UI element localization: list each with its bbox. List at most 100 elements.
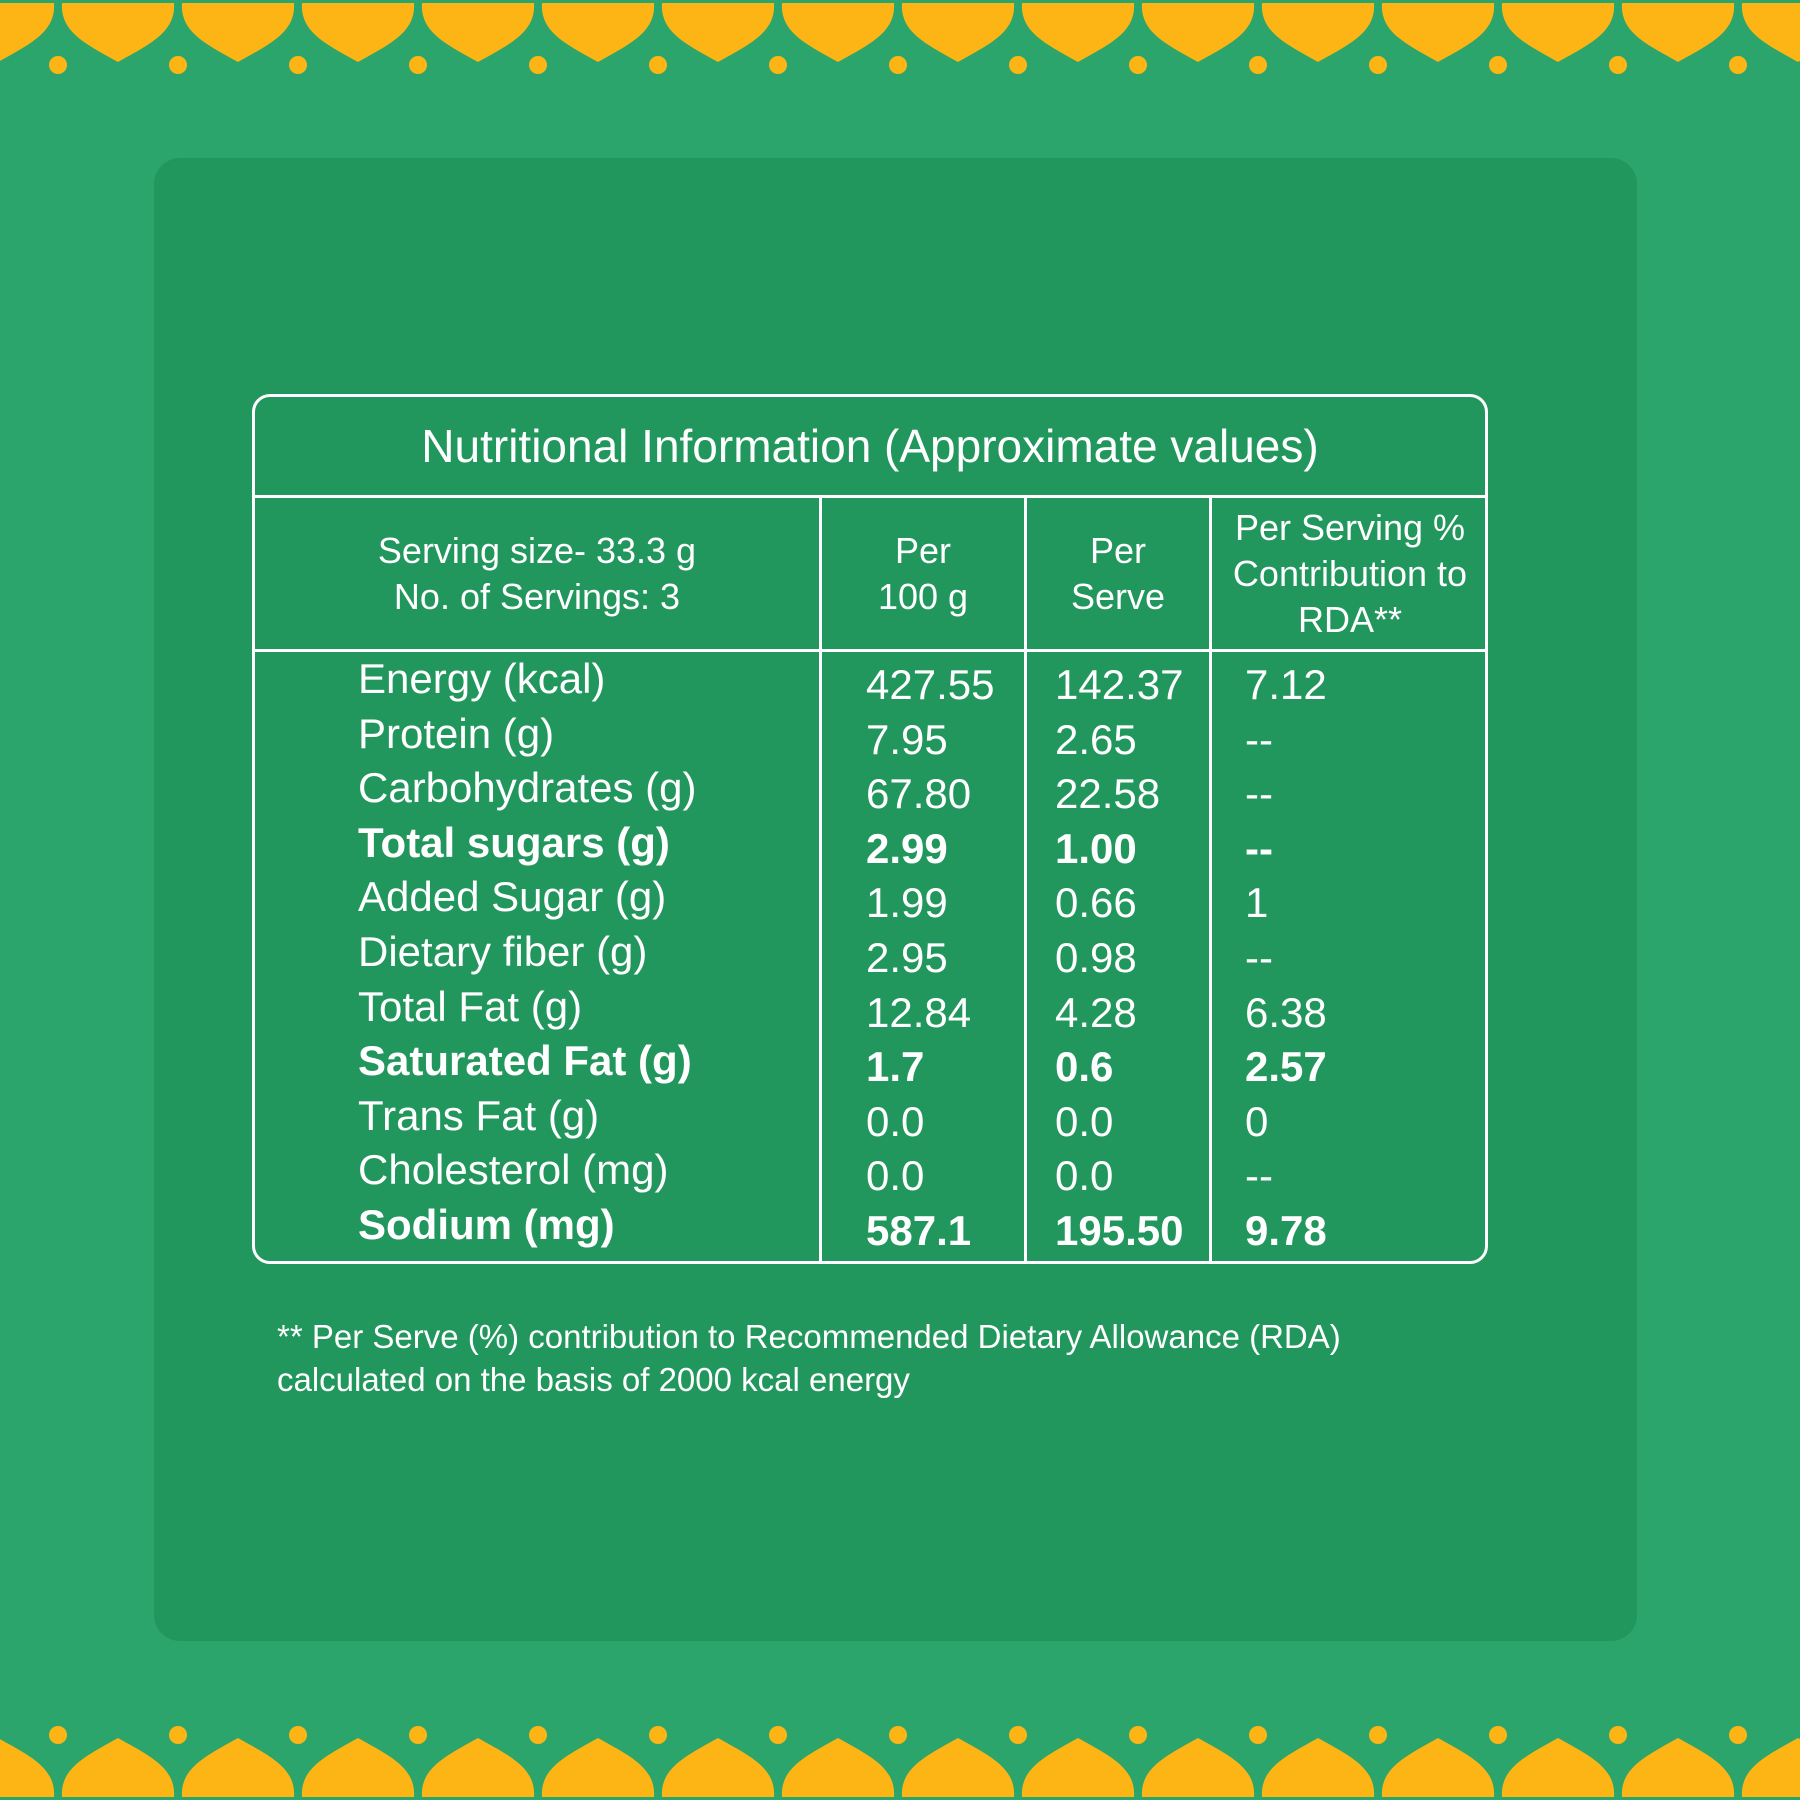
scallop-shape — [661, 1738, 775, 1797]
scallop-shape — [1621, 1738, 1735, 1797]
dot-shape — [1249, 1726, 1267, 1744]
scallop-shape — [1621, 3, 1735, 62]
scallop-shape — [1501, 1738, 1615, 1797]
per-100g-value: 12.84 — [866, 988, 972, 1036]
rda-value: 1 — [1245, 879, 1269, 927]
dot-shape — [1369, 1726, 1387, 1744]
scallop-shape — [1141, 1738, 1255, 1797]
nutrient-label: Total Fat (g) — [358, 982, 583, 1030]
per-serve-value: 0.98 — [1055, 933, 1137, 981]
scallop-shape — [1021, 1738, 1135, 1797]
scallop-shape — [421, 3, 535, 62]
scallop-shape — [1141, 3, 1255, 62]
rda-value: 7.12 — [1245, 661, 1327, 708]
dot-shape — [1009, 56, 1027, 74]
dot-shape — [769, 56, 787, 74]
scallop-shape — [61, 1738, 175, 1797]
header-line: 100 g — [877, 575, 969, 617]
dot-shape — [49, 56, 67, 74]
dot-shape — [1129, 56, 1147, 74]
nutrition-table: Nutritional Information (Approximate val… — [252, 394, 1488, 1264]
per-serve-value: 4.28 — [1055, 988, 1137, 1036]
table-row: Added Sugar (g) 1.99 0.66 1 — [255, 873, 1485, 928]
nutrient-label: Dietary fiber (g) — [358, 927, 648, 975]
scallop-shape — [181, 3, 295, 62]
dot-shape — [289, 1726, 307, 1744]
dot-shape — [1249, 56, 1267, 74]
scallop-shape — [1261, 3, 1375, 62]
scallop-shape — [0, 3, 55, 61]
scallop-shape — [781, 1738, 895, 1797]
dot-shape — [1489, 1726, 1507, 1744]
dot-shape — [529, 1726, 547, 1744]
per-serve-value: 22.58 — [1055, 770, 1161, 818]
rda-value: -- — [1245, 824, 1273, 872]
dot-shape — [529, 56, 547, 74]
dot-shape — [1729, 56, 1747, 74]
table-row: Total Fat (g) 12.84 4.28 6.38 — [255, 983, 1485, 1038]
per-100g-value: 67.80 — [866, 770, 972, 818]
per-serve-value: 0.0 — [1055, 1097, 1114, 1145]
column-divider — [819, 495, 822, 1261]
servings-count: No. of Servings: 3 — [393, 575, 681, 617]
serving-info-header: Serving size- 33.3 g No. of Servings: 3 — [255, 498, 819, 649]
dot-shape — [49, 1726, 67, 1744]
per-100g-value: 7.95 — [866, 715, 948, 763]
dot-shape — [889, 56, 907, 74]
scallop-shape — [541, 3, 655, 62]
per-100g-value: 0.0 — [866, 1152, 925, 1200]
per-100g-value: 0.0 — [866, 1097, 925, 1145]
dot-shape — [1369, 56, 1387, 74]
per-serve-value: 195.50 — [1055, 1206, 1184, 1254]
dot-shape — [409, 56, 427, 74]
decorative-scallop-border-top — [0, 3, 1800, 74]
serving-size: Serving size- 33.3 g — [377, 529, 697, 571]
per-100g-value: 427.55 — [866, 661, 995, 708]
scallop-shape — [61, 3, 175, 62]
scallop-shape — [301, 1738, 415, 1797]
per-100g-value: 2.99 — [866, 824, 948, 872]
dot-shape — [1729, 1726, 1747, 1744]
per-serve-value: 0.66 — [1055, 879, 1137, 927]
header-line: Per — [894, 529, 952, 571]
rda-value: -- — [1245, 933, 1273, 981]
dot-shape — [649, 1726, 667, 1744]
dot-shape — [1489, 56, 1507, 74]
scallop-shape — [1741, 3, 1800, 62]
scallop-shape — [1501, 3, 1615, 62]
nutrient-label: Protein (g) — [358, 709, 555, 757]
scallop-shape — [1381, 1738, 1495, 1797]
rda-value: 0 — [1245, 1097, 1269, 1145]
dot-shape — [409, 1726, 427, 1744]
rda-header: Per Serving % Contribution to RDA** — [1212, 498, 1488, 649]
dot-shape — [1609, 1726, 1627, 1744]
nutrient-label: Cholesterol (mg) — [358, 1146, 669, 1194]
table-row: Saturated Fat (g) 1.7 0.6 2.57 — [255, 1037, 1485, 1092]
per-100g-value: 1.7 — [866, 1043, 925, 1091]
header-line: Per — [1089, 529, 1146, 571]
nutrient-label: Trans Fat (g) — [358, 1091, 600, 1139]
dot-shape — [1009, 1726, 1027, 1744]
nutrient-label: Sodium (mg) — [358, 1200, 615, 1248]
scallop-shape — [181, 1738, 295, 1797]
rda-value: 9.78 — [1245, 1206, 1327, 1254]
table-row: Total sugars (g) 2.99 1.00 -- — [255, 819, 1485, 874]
column-divider — [1024, 495, 1027, 1261]
dot-shape — [769, 1726, 787, 1744]
per-serve-value: 0.0 — [1055, 1152, 1114, 1200]
rda-value: 2.57 — [1245, 1043, 1327, 1091]
table-row: Dietary fiber (g) 2.95 0.98 -- — [255, 928, 1485, 983]
table-row: Sodium (mg) 587.1 195.50 9.78 — [255, 1201, 1485, 1256]
decorative-scallop-border-bottom — [0, 1726, 1800, 1797]
per-serve-value: 142.37 — [1055, 661, 1184, 708]
header-line: Contribution to — [1232, 552, 1468, 594]
dot-shape — [1609, 56, 1627, 74]
nutrient-label: Added Sugar (g) — [358, 873, 667, 921]
table-row: Carbohydrates (g) 67.80 22.58 -- — [255, 764, 1485, 819]
per-serve-value: 0.6 — [1055, 1043, 1114, 1091]
nutrient-label: Carbohydrates (g) — [358, 764, 697, 812]
scallop-shape — [901, 1738, 1015, 1797]
scallop-shape — [1741, 1738, 1800, 1797]
dot-shape — [289, 56, 307, 74]
dot-shape — [169, 1726, 187, 1744]
